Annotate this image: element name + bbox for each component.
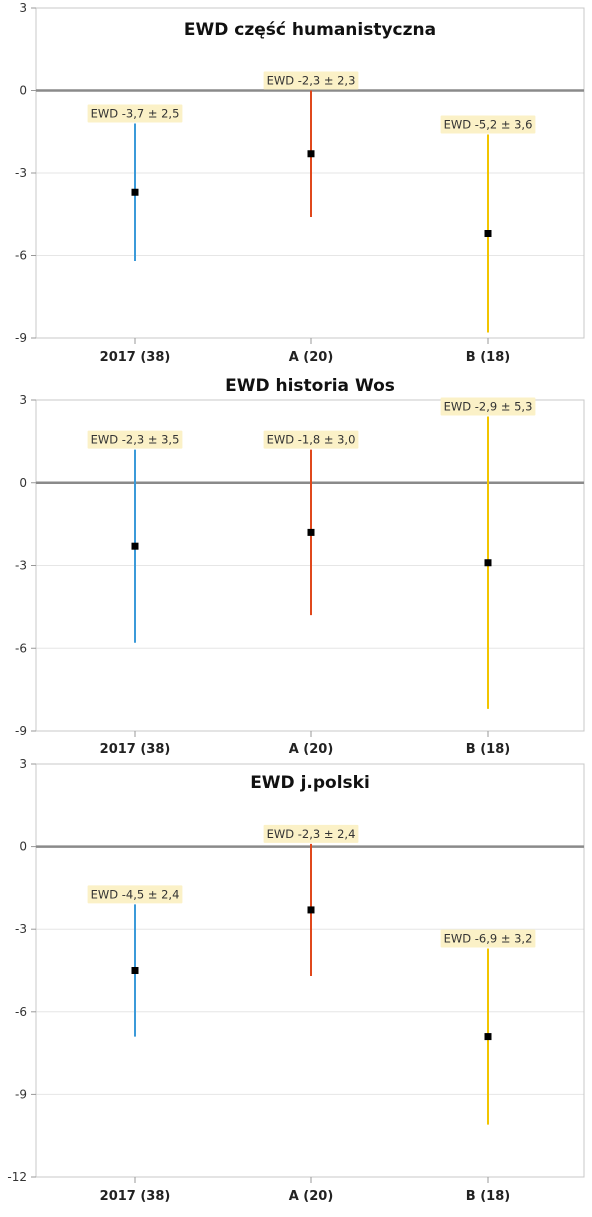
data-label: EWD -6,9 ± 3,2 (440, 929, 536, 948)
data-label-text: EWD -2,9 ± 5,3 (444, 400, 533, 414)
data-label-text: EWD -2,3 ± 3,5 (91, 433, 180, 447)
y-tick-label: -6 (15, 641, 27, 655)
data-label-background (263, 824, 359, 843)
y-tick-label: -3 (15, 922, 27, 936)
data-label-text: EWD -5,2 ± 3,6 (444, 118, 533, 132)
category-label: 2017 (38) (100, 742, 171, 757)
data-label-background (440, 397, 536, 416)
y-tick-label: -3 (15, 559, 27, 573)
y-tick-label: 0 (19, 84, 27, 98)
category-label: 2017 (38) (100, 1189, 171, 1204)
data-point (307, 906, 315, 914)
y-tick-label: -6 (15, 249, 27, 263)
data-label: EWD -3,7 ± 2,5 (87, 104, 183, 123)
chart-2: 3 0 -3 -6 -9 EWD historia Wos 2017 (38) A (20) B… (15, 376, 585, 757)
y-tick-label: -12 (7, 1170, 27, 1184)
data-label: EWD -2,3 ± 2,4 (263, 824, 359, 843)
plot-frame (35, 763, 585, 1178)
data-label-background (263, 430, 359, 449)
category-label: 2017 (38) (100, 350, 171, 365)
y-tick-label: -3 (15, 166, 27, 180)
data-label-background (87, 104, 183, 123)
data-label: EWD -4,5 ± 2,4 (87, 885, 183, 904)
category-label: A (20) (289, 1189, 334, 1204)
category-label: B (18) (466, 1189, 510, 1204)
data-point (131, 967, 139, 974)
data-label-text: EWD -2,3 ± 2,4 (267, 827, 356, 841)
chart-3: 3 0 -3 -6 -9 -12 EWD j.polski 2017 (38) A (20) B … (7, 757, 585, 1204)
data-label-background (87, 430, 183, 449)
chart-title: EWD j.polski (250, 773, 370, 793)
data-label-background (440, 929, 536, 948)
data-point (307, 150, 315, 158)
y-tick-label: -9 (15, 1087, 27, 1101)
chart-title: EWD historia Wos (225, 376, 395, 396)
data-label-text: EWD -6,9 ± 3,2 (444, 931, 533, 945)
data-label-background (440, 115, 536, 134)
y-tick-label: -6 (15, 1005, 27, 1019)
data-label: EWD -2,3 ± 2,3 (263, 71, 359, 90)
data-label-text: EWD -1,8 ± 3,0 (267, 433, 356, 447)
data-label: EWD -2,9 ± 5,3 (440, 397, 536, 416)
data-label-text: EWD -3,7 ± 2,5 (91, 107, 180, 121)
y-tick-label: 0 (19, 476, 27, 490)
chart-title: EWD część humanistyczna (184, 20, 436, 40)
y-tick-label: 3 (19, 393, 27, 407)
data-label-text: EWD -4,5 ± 2,4 (91, 887, 180, 901)
category-label: A (20) (289, 350, 334, 365)
data-label: EWD -2,3 ± 3,5 (87, 430, 183, 449)
y-tick-label: -9 (15, 724, 27, 738)
y-tick-label: 3 (19, 1, 27, 15)
data-label: EWD -5,2 ± 3,6 (440, 115, 536, 134)
category-label: B (18) (466, 350, 510, 365)
data-point (131, 542, 139, 550)
data-point (484, 559, 492, 567)
data-point (307, 528, 315, 536)
category-label: A (20) (289, 742, 334, 757)
chart-1: 3 0 -3 -6 -9 EWD część humanistyczna 2017 (38)… (15, 1, 585, 365)
data-point (484, 1033, 492, 1041)
y-tick-label: -9 (15, 331, 27, 345)
y-tick-label: 0 (19, 840, 27, 854)
data-label-background (87, 885, 183, 904)
data-point (131, 188, 139, 196)
data-label-background (263, 71, 359, 90)
data-point (484, 230, 492, 237)
data-label-text: EWD -2,3 ± 2,3 (267, 74, 356, 88)
category-label: B (18) (466, 742, 510, 757)
data-label: EWD -1,8 ± 3,0 (263, 430, 359, 449)
y-tick-label: 3 (19, 757, 27, 771)
